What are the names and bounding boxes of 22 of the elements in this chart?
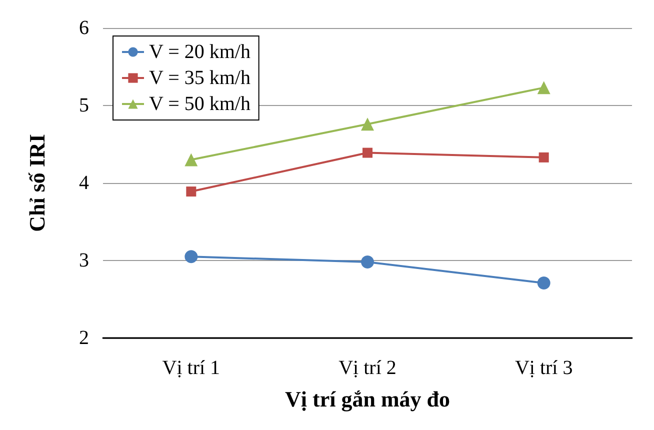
legend-label: V = 50 km/h: [149, 93, 250, 115]
point: [186, 186, 196, 197]
point: [538, 152, 549, 162]
y-axis-title: Chỉ số IRI: [24, 134, 50, 232]
y-tick-label: 2: [79, 327, 89, 349]
legend-label: V = 20 km/h: [149, 41, 250, 63]
x-axis-title: Vị trí gắn máy đo: [285, 386, 450, 412]
x-tick-label: Vị trí 1: [162, 357, 220, 379]
x-tick-label: Vị trí 2: [338, 357, 396, 379]
point: [361, 118, 374, 131]
point: [184, 250, 198, 264]
point: [537, 276, 550, 290]
y-tick-label: 5: [79, 94, 89, 116]
x-tick-label: Vị trí 3: [514, 357, 573, 379]
y-tick-label: 6: [79, 17, 89, 39]
point: [537, 81, 550, 94]
legend-label: V = 35 km/h: [149, 67, 250, 89]
point: [361, 256, 374, 269]
y-tick-label: 3: [79, 250, 89, 272]
point: [184, 153, 198, 166]
point: [362, 148, 372, 158]
y-tick-label: 4: [79, 172, 89, 194]
